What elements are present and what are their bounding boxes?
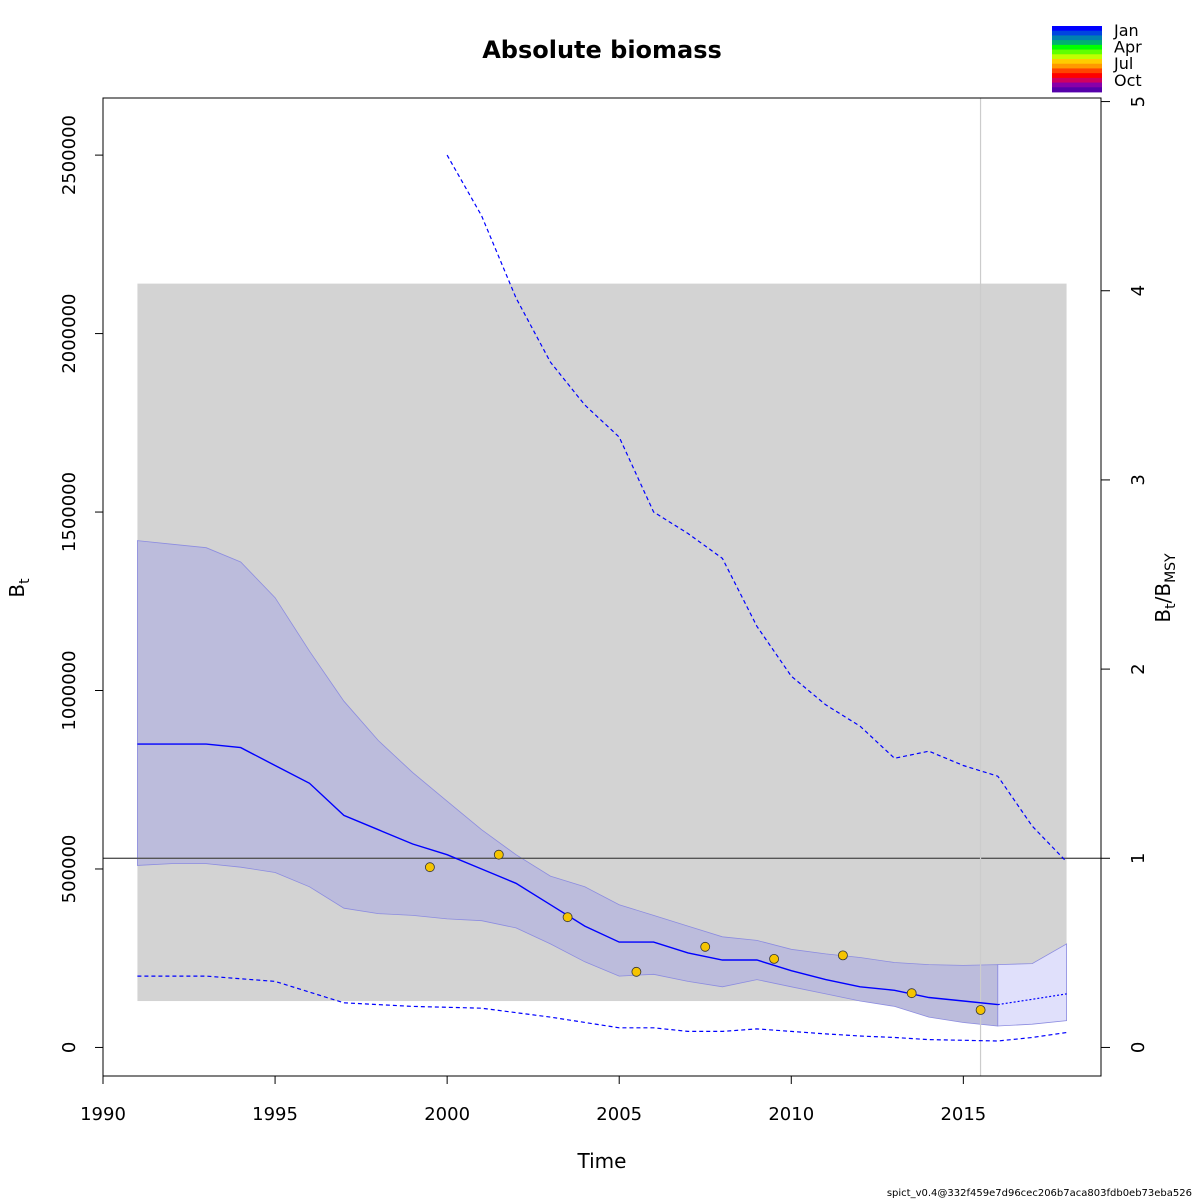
observation-point — [493, 849, 504, 860]
legend-label: Oct — [1114, 71, 1142, 90]
observation-point — [975, 1005, 986, 1015]
y2-tick-label: 4 — [1128, 285, 1149, 296]
y-tick-label: 2500000 — [59, 115, 80, 195]
y-axis-label-sub: t — [17, 578, 33, 584]
y2-tick-label: 0 — [1128, 1042, 1149, 1053]
bbmsy-upper-ci-line — [446, 154, 1068, 863]
y2-axis-label-sep: /B — [1151, 583, 1175, 603]
y2-tick-label: 3 — [1128, 474, 1149, 485]
y2-tick-label: 2 — [1128, 663, 1149, 674]
observation-point — [838, 950, 848, 961]
y2-axis-label-sub1: t — [1163, 603, 1179, 609]
biomass-ci-band-forecast — [997, 943, 1067, 1027]
legend-swatch — [1052, 68, 1102, 74]
x-tick-label: 1990 — [80, 1104, 126, 1125]
version-footer: spict_v0.4@332f459e7d96cec206b7aca803fdb… — [887, 1188, 1192, 1199]
legend-swatch — [1052, 30, 1102, 36]
y-axis-label: Bt — [5, 578, 33, 598]
y2-axis-label: Bt/BMSY — [1151, 553, 1179, 623]
observation-point — [769, 954, 779, 964]
observation-point — [700, 941, 711, 952]
legend-swatch — [1052, 35, 1102, 41]
y-tick-label: 0 — [59, 1042, 80, 1053]
y-tick-label: 500000 — [59, 835, 80, 904]
y2-tick-label: 1 — [1128, 853, 1149, 864]
legend-swatch — [1052, 40, 1102, 46]
x-tick-label: 1995 — [252, 1104, 298, 1125]
bbmsy-lower-ci-line — [137, 975, 1067, 1042]
y-tick-label: 1000000 — [59, 650, 80, 730]
y-axis-label-main: B — [5, 584, 29, 598]
x-tick-label: 2010 — [768, 1104, 814, 1125]
legend-swatch — [1052, 82, 1102, 88]
observation-point — [631, 966, 642, 977]
x-tick-label: 2005 — [596, 1104, 642, 1125]
legend-label: Jan — [1113, 21, 1139, 40]
legend-swatch — [1052, 54, 1102, 60]
x-tick-label: 2000 — [424, 1104, 470, 1125]
legend-swatch — [1052, 59, 1102, 65]
x-axis-label: Time — [577, 1149, 627, 1173]
legend-label: Apr — [1114, 38, 1142, 57]
y-tick-label: 1500000 — [59, 472, 80, 552]
legend-swatch — [1052, 49, 1102, 55]
legend-swatch — [1052, 44, 1102, 50]
legend-swatch — [1052, 26, 1102, 32]
legend-swatch — [1052, 73, 1102, 79]
observation-point — [562, 912, 573, 923]
legend-label: Jul — [1113, 54, 1133, 73]
y2-tick-label: 5 — [1128, 96, 1149, 107]
y-tick-label: 2000000 — [59, 294, 80, 374]
legend-swatch — [1052, 77, 1102, 83]
legend-swatch — [1052, 63, 1102, 69]
observation-point — [424, 862, 435, 873]
y2-axis-label-main: B — [1151, 609, 1175, 623]
chart-title: Absolute biomass — [482, 36, 722, 64]
legend-swatch — [1052, 87, 1102, 93]
y2-axis-label-sub2: MSY — [1163, 553, 1179, 583]
x-tick-label: 2015 — [940, 1104, 986, 1125]
observation-point — [906, 988, 917, 999]
